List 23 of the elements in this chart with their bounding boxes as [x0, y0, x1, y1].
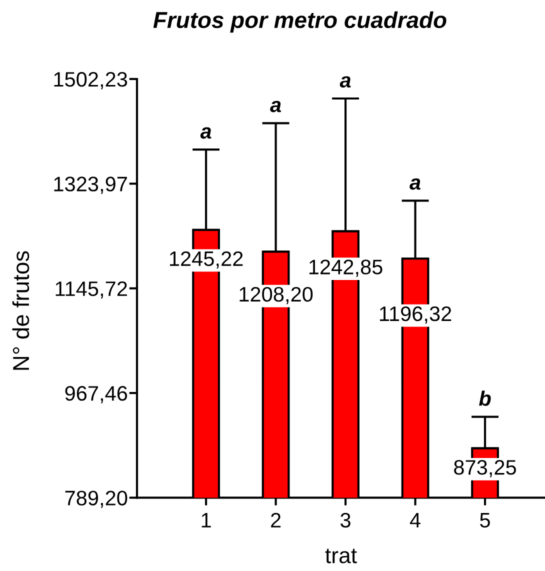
y-tick-label: 967,46 — [65, 386, 128, 404]
y-tick-label: 1323,97 — [54, 176, 127, 194]
annotation: a — [200, 127, 212, 139]
y-tick-label: 1145,72 — [56, 281, 127, 299]
y-tick-label: 789,20 — [65, 490, 128, 508]
annotation: a — [270, 100, 281, 112]
y-tick-label: 1502,23 — [54, 72, 128, 90]
annotation: a — [410, 178, 420, 190]
data-label: 1208,20 — [240, 286, 313, 304]
data-label: 1242,85 — [309, 260, 382, 277]
y-axis-title: N° de frutos — [12, 251, 30, 370]
annotation: a — [340, 76, 351, 88]
x-tick-label: 2 — [271, 512, 281, 528]
chart-title: Frutos por metro cuadrado — [153, 11, 446, 33]
x-tick-label: 3 — [340, 512, 350, 528]
data-label: 1196,32 — [380, 306, 452, 324]
x-tick-label: 4 — [410, 513, 420, 528]
x-axis-title: trat — [325, 548, 357, 564]
annotation: b — [479, 390, 491, 406]
data-label: 1245,22 — [170, 251, 243, 269]
x-tick-label: 5 — [480, 513, 490, 528]
data-label: 873,25 — [454, 460, 516, 478]
x-tick-label: 1 — [202, 513, 211, 528]
